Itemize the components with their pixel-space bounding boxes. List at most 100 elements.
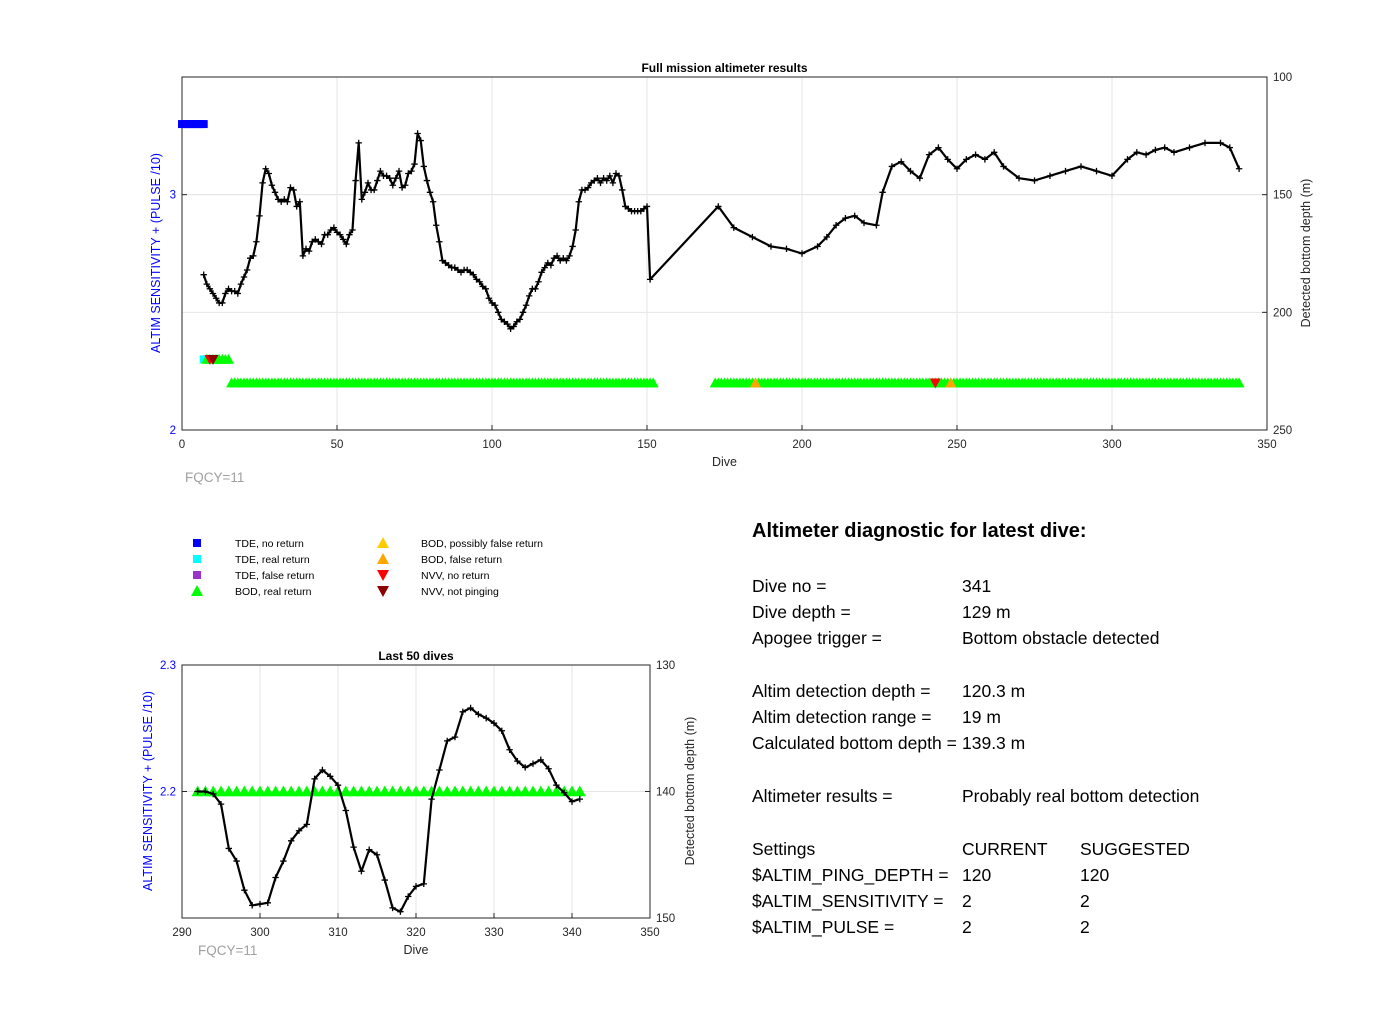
chart1-depth-point [532, 285, 539, 292]
legend-nvv-not-pinging-swatch [377, 586, 389, 597]
chart1-depth-point [547, 262, 555, 269]
legend-tde-false-return-label: TDE, false return [235, 570, 315, 582]
chart1-depth-point [541, 264, 548, 271]
chart1-xtick-label: 150 [637, 439, 656, 451]
settings-header-current: CURRENT [962, 839, 1048, 859]
chart2-depth-point [319, 766, 326, 774]
chart2-marker-bod-real-return [534, 785, 547, 797]
chart1-depth-point [535, 278, 542, 285]
chart1-depth-point [392, 174, 400, 182]
chart2-xtick-label: 290 [172, 927, 191, 939]
chart2-depth-point [264, 899, 271, 907]
chart1-marker-bod-real-return [1233, 377, 1245, 388]
chart2-marker-bod-real-return [324, 785, 337, 797]
chart2-depth-point [467, 704, 474, 712]
chart1-depth-point [206, 285, 214, 292]
chart2-depth-point [405, 893, 412, 900]
diag-label-altimeter-results: Altimeter results = [752, 786, 893, 806]
chart1-depth-point [1226, 144, 1233, 151]
chart1-depth-point [420, 163, 427, 170]
chart2-marker-bod-real-return [215, 785, 227, 797]
chart2-marker-bod-real-return [386, 785, 399, 797]
diag-label-apogee-trigger: Apogee trigger = [752, 628, 882, 648]
chart2-marker-bod-real-return [456, 785, 469, 797]
chart1-depth-point [411, 160, 418, 168]
chart2-marker-bod-real-return [269, 785, 282, 797]
chart1-depth-point [324, 231, 331, 238]
chart1-depth-point [259, 179, 266, 187]
chart2-depth-point [553, 781, 560, 789]
chart2-y2tick-label: 130 [656, 660, 675, 672]
chart1-depth-point [495, 309, 502, 316]
chart2-marker-bod-real-return [394, 785, 407, 797]
chart1-depth-point [526, 292, 533, 300]
chart1-marker-bod-false-return [750, 377, 761, 388]
chart1-depth-point [371, 186, 378, 194]
chart2-depth-point [568, 798, 576, 805]
chart1-depth-point [389, 182, 396, 189]
chart2-marker-bod-real-return [261, 785, 274, 797]
chart1-depth-point [476, 278, 483, 285]
chart2-xtick-label: 310 [328, 927, 347, 939]
chart2-marker-bod-real-return [254, 785, 266, 797]
chart1-depth-point [262, 165, 269, 172]
chart2-y2label: Detected bottom depth (m) [683, 717, 697, 866]
chart2-depth-point [202, 788, 209, 795]
chart1-depth-point [271, 189, 279, 196]
chart2-title: Last 50 dives [378, 649, 454, 663]
chart2-xtick-label: 300 [250, 927, 269, 939]
chart1-depth-point [606, 172, 613, 180]
diag-label-detection-depth: Altim detection depth = [752, 681, 931, 701]
legend-nvv-no-return-label: NVV, no return [421, 570, 490, 582]
chart2-marker-bod-real-return [488, 785, 500, 797]
chart2-depth-point [561, 789, 568, 796]
chart1-depth-point [553, 252, 561, 260]
chart1-depth-point [1031, 177, 1038, 184]
chart1-depth-point [336, 231, 344, 238]
chart1-depth-point [749, 233, 756, 241]
chart1-depth-point [200, 271, 207, 278]
chart1-depth-point [436, 238, 443, 245]
chart1-depth-point [538, 269, 545, 276]
chart1-depth-point [730, 224, 737, 231]
chart1-depth-point [268, 182, 276, 189]
chart2-marker-bod-real-return [527, 785, 539, 797]
chart1-depth-point [423, 177, 431, 184]
chart1-depth-point [265, 170, 272, 177]
diag-label-bottom-depth: Calculated bottom depth = [752, 733, 957, 753]
chart1-depth-point [243, 266, 251, 274]
chart2-ytick-label: 2.3 [160, 660, 176, 672]
chart1-depth-point [1161, 144, 1168, 151]
chart2-marker-bod-real-return [503, 785, 516, 797]
chart1-depth-point [386, 174, 393, 182]
chart1-depth-point [209, 290, 217, 297]
chart1-marker-nvv-no-return [929, 378, 941, 389]
chart1-depth-point [572, 226, 579, 234]
chart2-marker-bod-real-return [230, 785, 243, 797]
chart1-y2tick-label: 250 [1273, 425, 1292, 437]
chart2-depth-point [475, 711, 482, 718]
chart1-title: Full mission altimeter results [641, 61, 807, 75]
chart1-depth-point [433, 222, 440, 229]
chart1-depth-point [250, 252, 257, 260]
diag-value-altimeter-results: Probably real bottom detection [962, 786, 1200, 806]
chart1-depth-point [402, 182, 409, 189]
chart1-depth-point [355, 139, 362, 147]
chart1-depth-point [594, 174, 601, 182]
chart1-depth-point [1108, 172, 1116, 180]
chart1-fqcy-annotation: FQCY=11 [185, 470, 244, 485]
chart2-depth-point [444, 737, 451, 745]
chart2-marker-bod-real-return [433, 785, 446, 797]
chart1-depth-point [516, 316, 524, 323]
chart1-depth-point [972, 151, 979, 158]
chart1-depth-point [330, 224, 338, 231]
chart2-marker-bod-real-return [316, 785, 329, 797]
chart1-depth-point [203, 280, 210, 288]
chart2-marker-bod-real-return [441, 785, 454, 797]
chart1-depth-point [888, 163, 896, 170]
chart2-marker-bod-real-return [511, 785, 524, 797]
chart1-depth-point [1142, 151, 1150, 158]
chart2-depth-point [459, 708, 466, 716]
chart2-marker-bod-real-return [293, 785, 305, 797]
chart2-depth-point [428, 795, 435, 803]
